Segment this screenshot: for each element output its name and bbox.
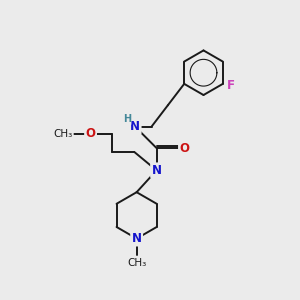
Text: F: F xyxy=(227,79,235,92)
Text: N: N xyxy=(132,232,142,245)
Text: N: N xyxy=(130,120,140,133)
Text: O: O xyxy=(179,142,190,154)
Text: N: N xyxy=(152,164,162,177)
Text: CH₃: CH₃ xyxy=(127,259,146,269)
Text: H: H xyxy=(123,114,131,124)
Text: CH₃: CH₃ xyxy=(53,128,73,139)
Text: O: O xyxy=(85,127,96,140)
